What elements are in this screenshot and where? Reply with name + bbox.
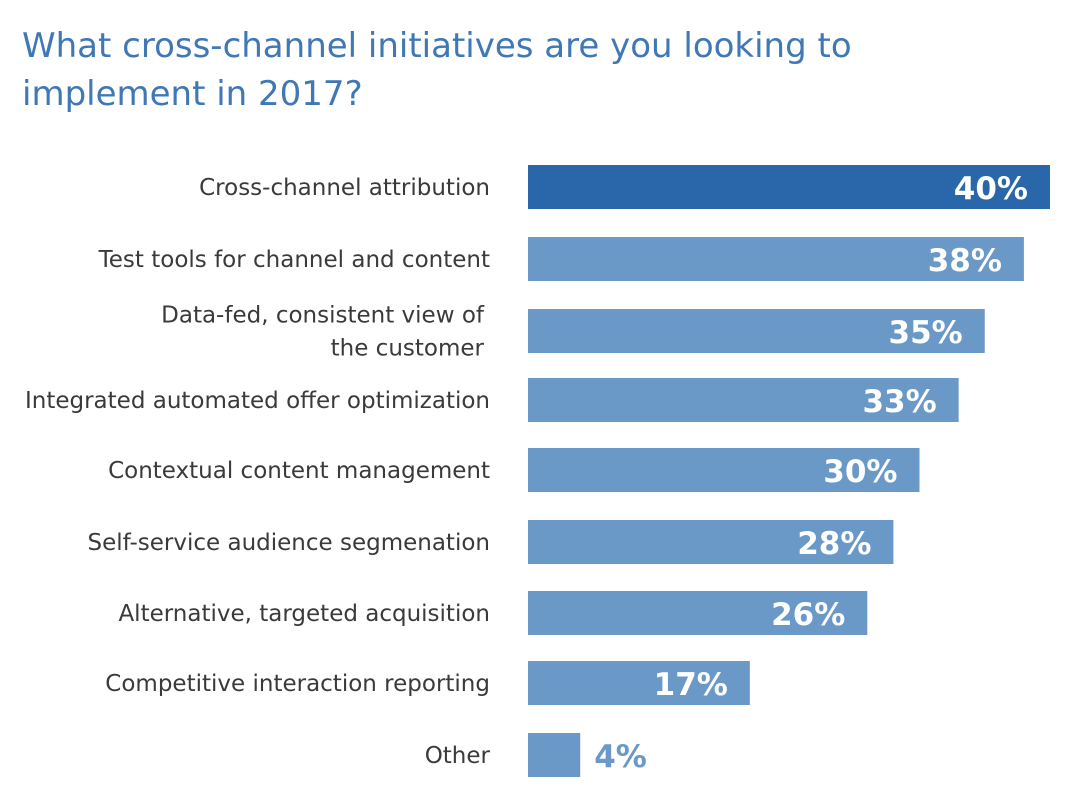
- bar-3: [528, 309, 985, 353]
- category-label-5: Contextual content management: [108, 458, 490, 484]
- value-label-9: 4%: [594, 739, 647, 775]
- bar-1: [528, 165, 1050, 209]
- chart-title-line-1: What cross-channel initiatives are you l…: [22, 26, 852, 66]
- category-label-7: Alternative, targeted acquisition: [118, 601, 490, 627]
- bar-5: [528, 448, 920, 492]
- category-label-2: Test tools for channel and content: [98, 247, 490, 273]
- category-label-1: Cross-channel attribution: [199, 175, 490, 201]
- value-label-3: 35%: [889, 315, 963, 351]
- category-label-3-line-2: the customer: [331, 336, 485, 362]
- value-label-5: 30%: [823, 454, 897, 490]
- bar-2: [528, 237, 1024, 281]
- value-label-7: 26%: [771, 597, 845, 633]
- category-label-4: Integrated automated offer optimization: [25, 388, 490, 414]
- bar-7: [528, 591, 868, 635]
- chart-title-line-2: implement in 2017?: [22, 74, 363, 114]
- value-label-2: 38%: [928, 243, 1002, 279]
- bar-6: [528, 520, 894, 564]
- value-label-8: 17%: [654, 667, 728, 703]
- category-label-9: Other: [425, 743, 491, 769]
- category-label-8: Competitive interaction reporting: [105, 671, 490, 697]
- value-label-4: 33%: [862, 384, 936, 420]
- bar-9: [528, 733, 581, 777]
- chart-title: What cross-channel initiatives are you l…: [22, 22, 922, 118]
- category-label-3-line-1: Data-fed, consistent view of: [161, 303, 485, 329]
- bar-4: [528, 378, 959, 422]
- value-label-6: 28%: [797, 526, 871, 562]
- value-label-1: 40%: [954, 171, 1028, 207]
- bar-8: [528, 661, 750, 705]
- category-label-6: Self-service audience segmenation: [88, 530, 491, 556]
